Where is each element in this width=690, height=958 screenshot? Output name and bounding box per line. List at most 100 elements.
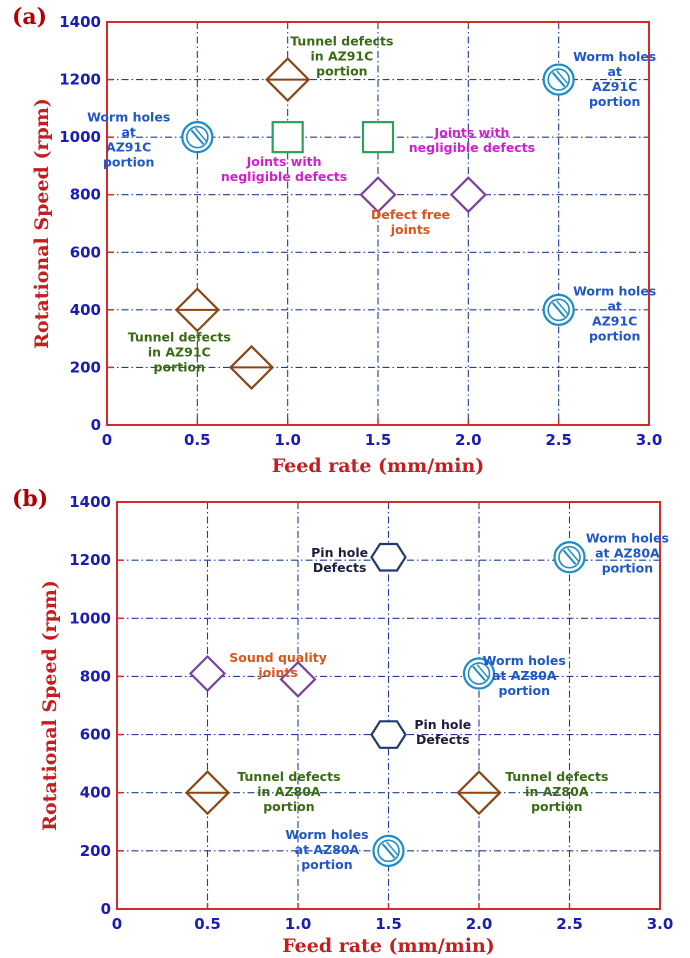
x-tick-label: 2.0 bbox=[455, 431, 482, 449]
marker-diamond-line bbox=[265, 57, 311, 103]
annotation-line: Worm holes bbox=[483, 653, 566, 668]
marker-square bbox=[271, 121, 304, 154]
y-tick-label: 600 bbox=[80, 726, 111, 744]
annotation: Worm holes at AZ91C portion bbox=[87, 109, 170, 169]
marker-hexagon bbox=[370, 720, 407, 749]
y-tick-label: 800 bbox=[70, 186, 101, 204]
marker-diamond bbox=[449, 176, 487, 214]
annotation-line: at AZ80A bbox=[492, 668, 557, 683]
annotation: Worm holes at AZ80A portion bbox=[586, 531, 669, 576]
x-tick-label: 1.5 bbox=[365, 431, 392, 449]
annotation-line: Joints with bbox=[433, 125, 509, 140]
x-tick-label: 3.0 bbox=[636, 431, 663, 449]
panel-label: (a) bbox=[12, 4, 47, 30]
annotation-line: in AZ80A bbox=[257, 784, 321, 799]
marker-diamond bbox=[359, 176, 397, 214]
x-tick-label: 0.5 bbox=[184, 431, 211, 449]
x-axis-title: Feed rate (mm/min) bbox=[282, 935, 495, 957]
y-axis-title: Rotational Speed (rpm) bbox=[39, 580, 61, 831]
annotation-line: negligible defects bbox=[221, 169, 347, 184]
annotation-line: portion bbox=[589, 94, 640, 109]
x-tick-label: 0 bbox=[102, 431, 112, 449]
marker-diamond-line bbox=[174, 287, 220, 333]
y-tick-label: 400 bbox=[80, 784, 111, 802]
x-tick-label: 2.0 bbox=[466, 915, 493, 933]
wormhole-slash bbox=[556, 70, 569, 85]
x-tick-label: 0 bbox=[112, 915, 122, 933]
annotation: Joints with negligible defects bbox=[409, 125, 535, 155]
marker-hexagon bbox=[370, 542, 407, 572]
y-tick-label: 1000 bbox=[69, 609, 111, 627]
x-tick-label: 1.5 bbox=[375, 915, 402, 933]
marker-wormhole bbox=[372, 834, 405, 867]
annotation-line: Worm holes bbox=[285, 827, 368, 842]
annotation-line: at bbox=[121, 124, 135, 139]
y-tick-label: 200 bbox=[80, 842, 111, 860]
x-tick-label: 2.5 bbox=[545, 431, 572, 449]
annotation: Tunnel defects in AZ91C portion bbox=[290, 34, 393, 79]
annotation-line: portion bbox=[499, 683, 550, 698]
annotation-line: Defects bbox=[313, 560, 367, 575]
annotation-line: Worm holes bbox=[87, 109, 170, 124]
y-tick-label: 400 bbox=[70, 301, 101, 319]
y-tick-label: 800 bbox=[80, 667, 111, 685]
wormhole-inner-ring bbox=[547, 298, 570, 322]
annotation-line: in AZ91C bbox=[148, 345, 211, 360]
marker-diamond-line bbox=[184, 770, 231, 816]
hexagon-marker bbox=[370, 720, 407, 749]
annotation: Joints with negligible defects bbox=[221, 154, 347, 184]
marker-wormhole bbox=[462, 657, 496, 690]
y-axis-title: Rotational Speed (rpm) bbox=[31, 98, 53, 349]
annotation-line: Tunnel defects bbox=[128, 330, 231, 345]
wormhole-inner-ring bbox=[558, 545, 581, 569]
y-tick-label: 0 bbox=[91, 416, 101, 434]
y-tick-label: 0 bbox=[101, 900, 111, 918]
x-tick-label: 1.0 bbox=[274, 431, 301, 449]
annotation-line: Pin hole bbox=[311, 545, 368, 560]
wormhole-inner-ring bbox=[377, 839, 400, 863]
annotation: Sound quality joints bbox=[229, 650, 327, 680]
annotation-line: AZ91C bbox=[592, 313, 637, 328]
annotation-line: Pin hole bbox=[414, 717, 471, 732]
annotation-line: negligible defects bbox=[409, 140, 535, 155]
annotation: Worm holes at AZ80A portion bbox=[285, 827, 368, 872]
marker-diamond bbox=[279, 660, 317, 698]
y-tick-label: 1400 bbox=[69, 493, 111, 511]
annotation-line: portion bbox=[316, 64, 367, 79]
marker-wormhole bbox=[553, 541, 586, 574]
annotation: Worm holes at AZ80A portion bbox=[483, 653, 566, 698]
annotation-line: portion bbox=[602, 561, 653, 576]
annotation-line: AZ91C bbox=[592, 79, 637, 94]
wormhole-slash bbox=[551, 302, 566, 318]
annotation-line: Tunnel defects bbox=[505, 769, 608, 784]
x-tick-label: 0.5 bbox=[194, 915, 221, 933]
annotation: Pin hole Defects bbox=[311, 545, 368, 575]
y-tick-label: 200 bbox=[70, 358, 101, 376]
wormhole-slash bbox=[190, 129, 205, 145]
wormhole-slash bbox=[556, 300, 569, 315]
y-tick-label: 1000 bbox=[59, 128, 101, 146]
diamond-marker bbox=[449, 176, 487, 214]
y-tick-label: 600 bbox=[70, 243, 101, 261]
square-marker bbox=[361, 121, 395, 154]
annotation-line: Tunnel defects bbox=[290, 34, 393, 49]
annotation-line: in AZ80A bbox=[525, 784, 589, 799]
annotation-line: Sound quality bbox=[229, 650, 327, 665]
annotation: Defect free joints bbox=[371, 207, 450, 237]
wormhole-slash bbox=[566, 547, 580, 562]
annotation-line: at bbox=[607, 64, 621, 79]
annotation-line: Worm holes bbox=[586, 531, 669, 546]
annotation-line: Worm holes bbox=[573, 49, 656, 64]
annotation: Worm holes at AZ91C portion bbox=[573, 49, 656, 109]
diamond-marker bbox=[188, 654, 227, 693]
annotation-line: portion bbox=[531, 799, 582, 814]
diamond-marker bbox=[359, 176, 397, 214]
annotation-line: at bbox=[607, 298, 621, 313]
annotation-line: AZ91C bbox=[106, 139, 151, 154]
diamond-marker bbox=[279, 660, 317, 698]
square-marker bbox=[271, 121, 304, 154]
marker-wormhole bbox=[542, 293, 575, 326]
x-tick-label: 2.5 bbox=[556, 915, 583, 933]
annotation-line: at AZ80A bbox=[295, 842, 360, 857]
